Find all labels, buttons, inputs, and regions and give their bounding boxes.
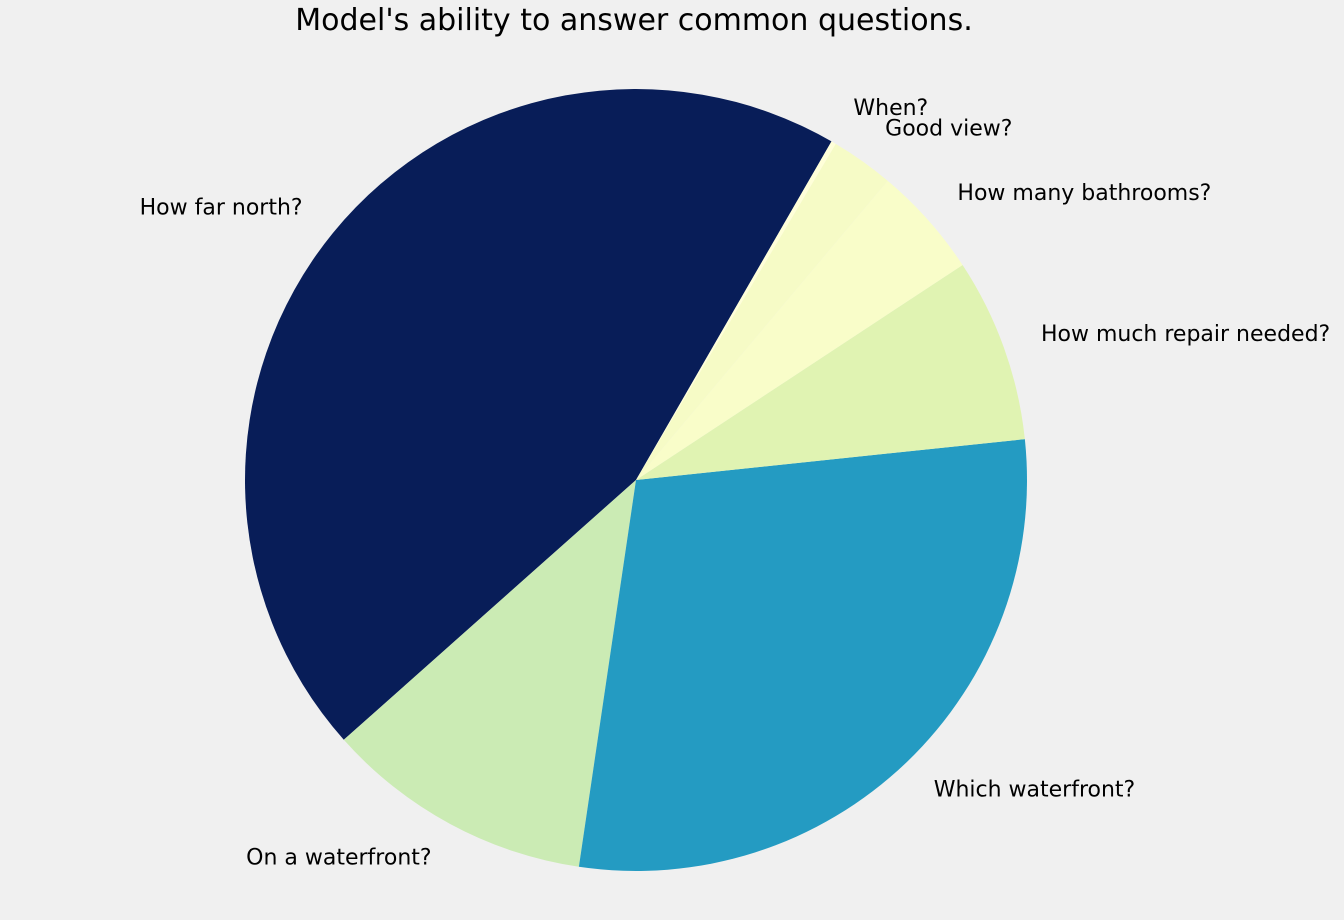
chart-title: Model's ability to answer common questio… (295, 3, 973, 38)
pie-label-how-much-repair-needed: How much repair needed? (1041, 322, 1330, 347)
pie-label-how-many-bathrooms: How many bathrooms? (957, 181, 1211, 206)
pie-label-when: When? (853, 96, 928, 121)
pie-slice-how-many-bathrooms (636, 180, 963, 481)
pie-label-on-a-waterfront: On a waterfront? (246, 845, 431, 870)
pie-label-which-waterfront: Which waterfront? (934, 777, 1136, 802)
pie-slice-how-far-north (245, 89, 832, 740)
pie-label-how-far-north: How far north? (140, 195, 303, 220)
pie-slice-which-waterfront (578, 439, 1027, 871)
pie-slice-good-view (636, 143, 888, 480)
pie-slices (245, 89, 1027, 871)
pie-labels: How far north? On a waterfront? Which wate… (140, 96, 1331, 871)
pie-slice-when (636, 141, 836, 480)
pie-slice-on-a-waterfront (343, 480, 636, 867)
pie-slice-how-much-repair-needed (636, 264, 1025, 480)
pie-label-good-view: Good view? (885, 116, 1012, 141)
